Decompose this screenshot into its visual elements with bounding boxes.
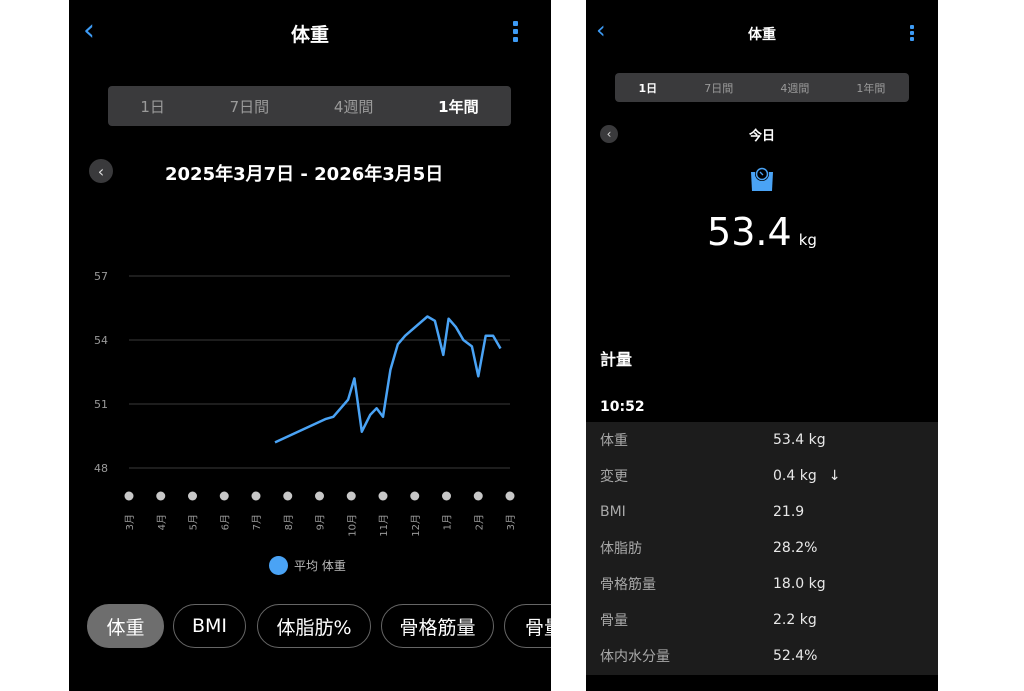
month-dot [378, 491, 388, 501]
month-dot [156, 491, 166, 501]
x-tick-label: 3月 [505, 514, 517, 530]
tab-1year[interactable]: 1年間 [438, 97, 479, 116]
y-tick-label: 57 [94, 270, 108, 283]
x-tick-label: 9月 [315, 514, 327, 530]
chip-weight[interactable]: 体重 [87, 604, 164, 648]
x-tick-label: 6月 [219, 514, 231, 530]
month-dot [505, 491, 515, 501]
tab-4weeks[interactable]: 4週間 [780, 81, 810, 95]
back-chevron-icon[interactable]: ‹ [596, 16, 606, 44]
date-range: 2025年3月7日 - 2026年3月5日 [165, 164, 444, 185]
month-dot [283, 491, 293, 501]
x-tick-label: 5月 [188, 514, 200, 530]
chart-legend: 平均 体重 [269, 556, 346, 575]
month-dot [346, 491, 356, 501]
month-dot [124, 491, 134, 501]
chip-skeletal-muscle[interactable]: 骨格筋量 [381, 604, 494, 648]
measurement-table: 体重 53.4 kg 変更 0.4 kg ↓ BMI 21.9 体脂肪 28.2% 骨格筋… [586, 422, 938, 675]
current-weight: 53.4 kg [586, 210, 938, 254]
x-tick-label: 3月 [124, 514, 136, 530]
page-title: 体重 [748, 27, 776, 43]
month-dot [188, 491, 197, 501]
weight-line [274, 315, 502, 444]
y-tick-label: 51 [94, 398, 108, 411]
period-tabs: 1日 7日間 4週間 1年間 [615, 73, 909, 102]
legend-swatch-icon [269, 556, 288, 575]
x-tick-label: 12月 [410, 514, 422, 537]
chip-body-fat[interactable]: 体脂肪% [257, 604, 371, 648]
section-title: 計量 [600, 350, 633, 369]
previous-day-button[interactable]: ‹ [600, 125, 618, 143]
table-row: 体重 53.4 kg [600, 432, 826, 449]
table-row: BMI 21.9 [600, 504, 805, 520]
back-chevron-icon[interactable]: ‹ [83, 13, 95, 48]
tab-1year[interactable]: 1年間 [856, 81, 886, 95]
previous-period-button[interactable]: ‹ [89, 159, 113, 183]
x-tick-label: 2月 [473, 514, 485, 530]
weight-value: 53.4 [707, 210, 792, 254]
period-tabs: 1日 7日間 4週間 1年間 [108, 86, 511, 126]
day-label: 今日 [748, 129, 775, 144]
table-row: 変更 0.4 kg ↓ [600, 468, 841, 485]
tab-1day[interactable]: 1日 [140, 97, 165, 116]
chip-bone-mass[interactable]: 骨量 [504, 604, 551, 648]
chip-bmi[interactable]: BMI [173, 604, 246, 648]
more-menu-icon[interactable] [910, 25, 914, 41]
weight-year-screen: ‹ 体重 1日 7日間 4週間 1年間 ‹ 2025年3月7日 - 2026年3… [69, 0, 551, 691]
month-dot [219, 491, 229, 501]
more-menu-icon[interactable] [513, 21, 518, 42]
x-tick-label: 7月 [251, 514, 263, 530]
table-row: 体脂肪 28.2% [600, 540, 818, 557]
down-arrow-icon: ↓ [828, 468, 841, 484]
x-tick-label: 11月 [378, 514, 390, 537]
month-dot [410, 491, 420, 501]
weight-chart: 57 54 51 48 3月 4月 5月 6月 7月 8月 9月 10月 11月 12月 1月 2月 3月 [94, 270, 517, 537]
tab-1day[interactable]: 1日 [638, 81, 658, 95]
measurement-time: 10:52 [600, 399, 645, 415]
weight-unit: kg [798, 231, 817, 249]
tab-7days[interactable]: 7日間 [704, 81, 734, 95]
weight-day-screen: ‹ 体重 1日 7日間 4週間 1年間 ‹ 今日 53.4 kg 計量 10:5… [586, 0, 938, 691]
table-row: 骨格筋量 18.0 kg [600, 576, 826, 593]
month-dot [251, 491, 261, 501]
page-title: 体重 [290, 24, 329, 46]
legend-label: 平均 体重 [294, 559, 346, 573]
x-tick-label: 1月 [442, 514, 454, 530]
tab-4weeks[interactable]: 4週間 [333, 97, 374, 116]
table-row: 体内水分量 52.4% [600, 648, 818, 665]
scale-icon [751, 167, 773, 191]
month-dot [473, 491, 483, 501]
x-tick-label: 4月 [156, 514, 168, 530]
x-tick-label: 10月 [346, 514, 358, 537]
table-row: 骨量 2.2 kg [600, 612, 817, 629]
month-dot [315, 491, 324, 501]
x-tick-label: 8月 [283, 514, 295, 530]
tab-7days[interactable]: 7日間 [229, 97, 270, 116]
y-tick-label: 48 [94, 462, 108, 475]
month-dot [442, 491, 451, 501]
y-tick-label: 54 [94, 334, 108, 347]
